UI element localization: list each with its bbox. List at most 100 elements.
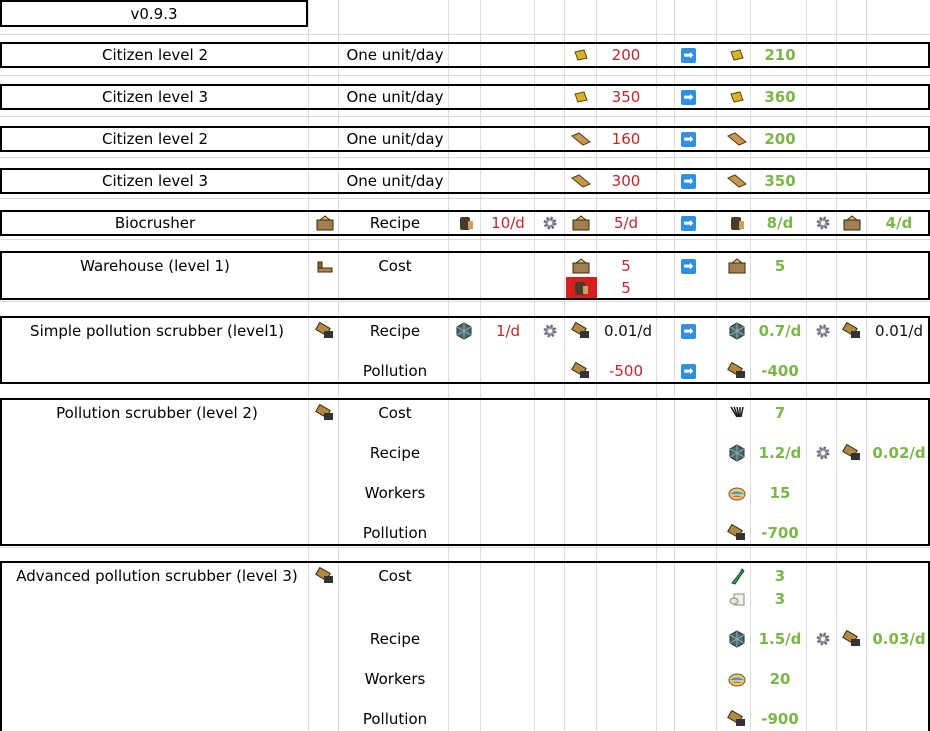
coin-icon [727,45,747,65]
wood-icon [571,171,591,191]
arrow-right-icon: ➡ [681,90,696,105]
cell-divider [596,563,597,731]
cost-new-value: 5 [774,257,786,275]
cell-divider [308,318,309,382]
cell-divider [836,170,837,192]
cell-divider [564,128,565,150]
cell-divider [806,128,807,150]
cell-divider [480,400,481,544]
filter-mesh-icon [454,321,474,341]
cell-divider [448,44,449,66]
cell-divider [806,400,807,544]
cell-divider [836,253,837,298]
cell-divider [564,212,565,234]
grid-row-line [0,239,930,240]
cell-divider [750,170,751,192]
row-name: Advanced pollution scrubber (level 3) [16,567,298,585]
row-label: One unit/day [346,130,444,148]
cell-divider [656,170,657,192]
cell-divider [866,212,867,234]
arrow-right-icon: ➡ [681,364,696,379]
row-label: Recipe [369,322,421,340]
cell-divider [596,253,597,298]
row-name: Citizen level 2 [101,130,209,148]
cell-divider [448,212,449,234]
pollution-label: Pollution [362,362,428,380]
scrubber-icon [842,443,862,463]
row-name: Citizen level 3 [101,88,209,106]
cell-divider [480,128,481,150]
cell-divider [480,253,481,298]
grid-row-line [0,547,930,548]
cell-divider [806,318,807,382]
input-new-value: 0.7/d [758,322,802,340]
cell-divider [480,44,481,66]
cell-divider [716,44,717,66]
row-simple-scrubber: Simple pollution scrubber (level1) Recip… [0,316,930,384]
cell-divider [596,128,597,150]
coin-icon [571,45,591,65]
gear-icon [540,213,560,233]
cell-divider [866,400,867,544]
workers-label: Workers [364,670,426,688]
cell-divider [750,128,751,150]
gear-icon [813,629,833,649]
cell-divider [564,170,565,192]
cell-divider [674,86,675,108]
grid-row-line [0,75,930,76]
cell-divider [750,44,751,66]
coin-icon [571,87,591,107]
cell-divider [534,170,535,192]
cell-divider [750,253,751,298]
cell-divider [836,212,837,234]
cell-divider [534,44,535,66]
scrubber-icon [727,361,747,381]
cell-divider [338,318,339,382]
cell-divider [448,563,449,731]
cell-divider [836,44,837,66]
filter-mesh-icon [727,629,747,649]
cell-divider [338,86,339,108]
input-old-value: 1/d [495,322,521,340]
new-value: 200 [764,130,796,148]
grid-row-line [0,301,930,302]
workers-icon [727,669,747,689]
cell-divider [716,253,717,298]
workers-value: 15 [769,484,791,502]
cell-divider [596,212,597,234]
cell-divider [448,400,449,544]
cost-old-value: 5 [621,257,631,275]
input-new-value: 8/d [766,214,794,232]
gear-icon [813,321,833,341]
cell-divider [596,44,597,66]
cell-divider [534,253,535,298]
cell-divider [866,44,867,66]
cell-divider [308,212,309,234]
row-citizen3-wood: Citizen level 3 One unit/day 300 ➡ 350 [0,168,930,194]
pollution-new-value: -400 [761,362,799,380]
output-old-value: 0.01/d [604,322,652,340]
row-name: Pollution scrubber (level 2) [56,404,258,422]
cell-divider [656,44,657,66]
gear-icon [813,213,833,233]
cell-divider [716,400,717,544]
scrubber-icon [727,709,747,729]
wood-icon [571,129,591,149]
cell-divider [308,44,309,66]
row-label: Recipe [369,214,421,232]
cell-divider [836,400,837,544]
biomass-icon [571,278,591,298]
cell-divider [716,318,717,382]
cell-divider [674,212,675,234]
recipe-input-value: 1.5/d [758,630,802,648]
coin-icon [727,87,747,107]
glass-bottle-icon [727,566,747,586]
scrubber-icon [842,321,862,341]
cell-divider [480,318,481,382]
pollution-label: Pollution [362,524,428,542]
cell-divider [716,86,717,108]
cell-divider [564,86,565,108]
output-new-value: 4/d [885,214,913,232]
workers-icon [727,483,747,503]
cell-divider [836,563,837,731]
